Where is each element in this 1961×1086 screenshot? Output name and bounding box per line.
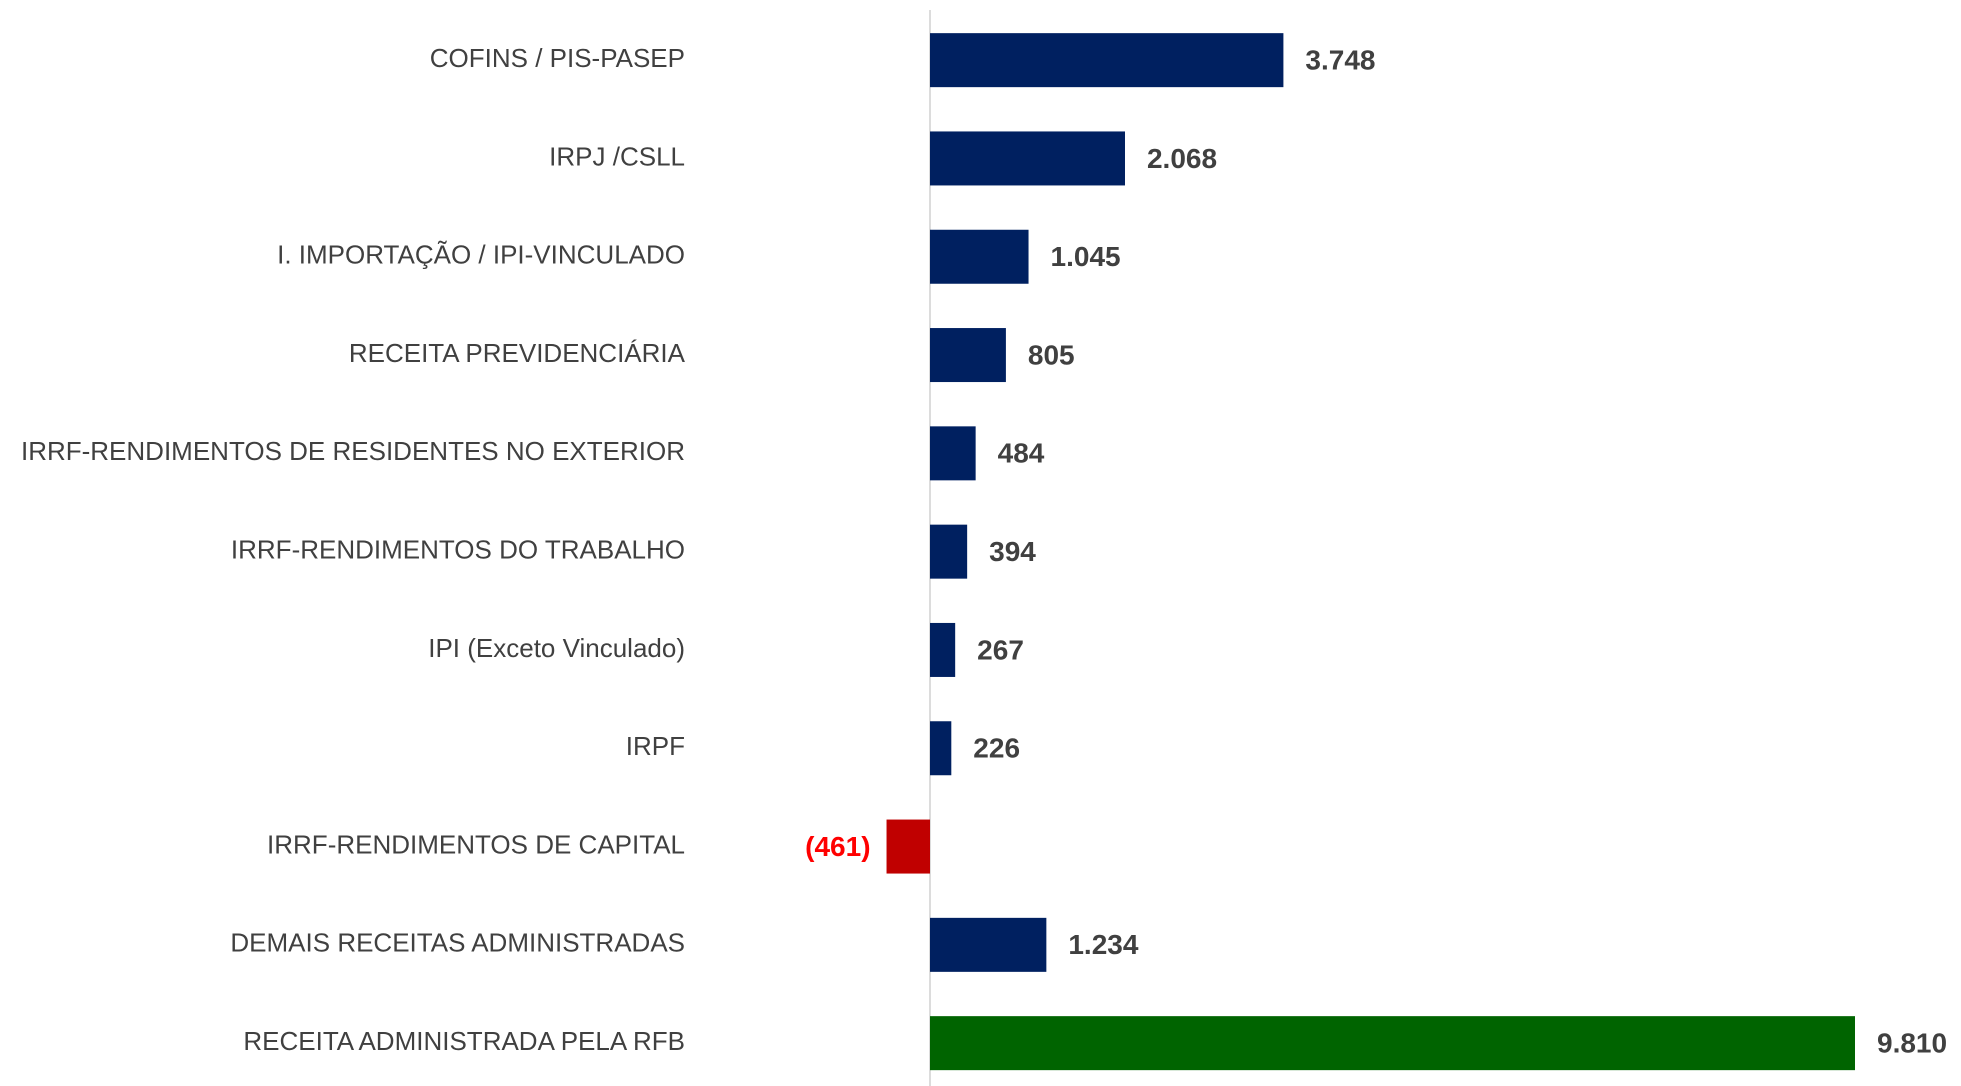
value-label: 805 [1028,339,1075,370]
category-label: IRPF [626,731,685,761]
bar [930,622,956,677]
category-label: DEMAIS RECEITAS ADMINISTRADAS [230,928,685,958]
category-label: IRPJ /CSLL [549,141,685,171]
value-label: 1.234 [1068,929,1138,960]
bar [930,229,1029,284]
value-label: 9.810 [1877,1028,1947,1059]
value-label: 484 [998,438,1045,469]
bar [930,524,968,579]
category-label: I. IMPORTAÇÃO / IPI-VINCULADO [277,240,685,270]
value-label: (461) [805,831,870,862]
value-label: 2.068 [1147,143,1217,174]
category-label: IPI (Exceto Vinculado) [428,633,685,663]
bar [930,131,1125,186]
category-label: IRRF-RENDIMENTOS DE CAPITAL [267,829,685,859]
bar [930,721,952,776]
category-label: RECEITA ADMINISTRADA PELA RFB [243,1026,685,1056]
bar [930,1016,1855,1071]
bar [886,819,930,874]
value-label: 394 [989,536,1036,567]
bar [930,328,1006,383]
value-label: 226 [973,733,1020,764]
category-label: COFINS / PIS-PASEP [430,43,685,73]
bar [930,917,1047,972]
value-label: 3.748 [1305,45,1375,76]
category-label: IRRF-RENDIMENTOS DO TRABALHO [231,535,685,565]
category-label: IRRF-RENDIMENTOS DE RESIDENTES NO EXTERI… [21,436,685,466]
bar [930,33,1284,88]
category-label: RECEITA PREVIDENCIÁRIA [349,338,686,368]
value-label: 267 [977,634,1024,665]
bar [930,426,976,481]
value-label: 1.045 [1051,241,1121,272]
